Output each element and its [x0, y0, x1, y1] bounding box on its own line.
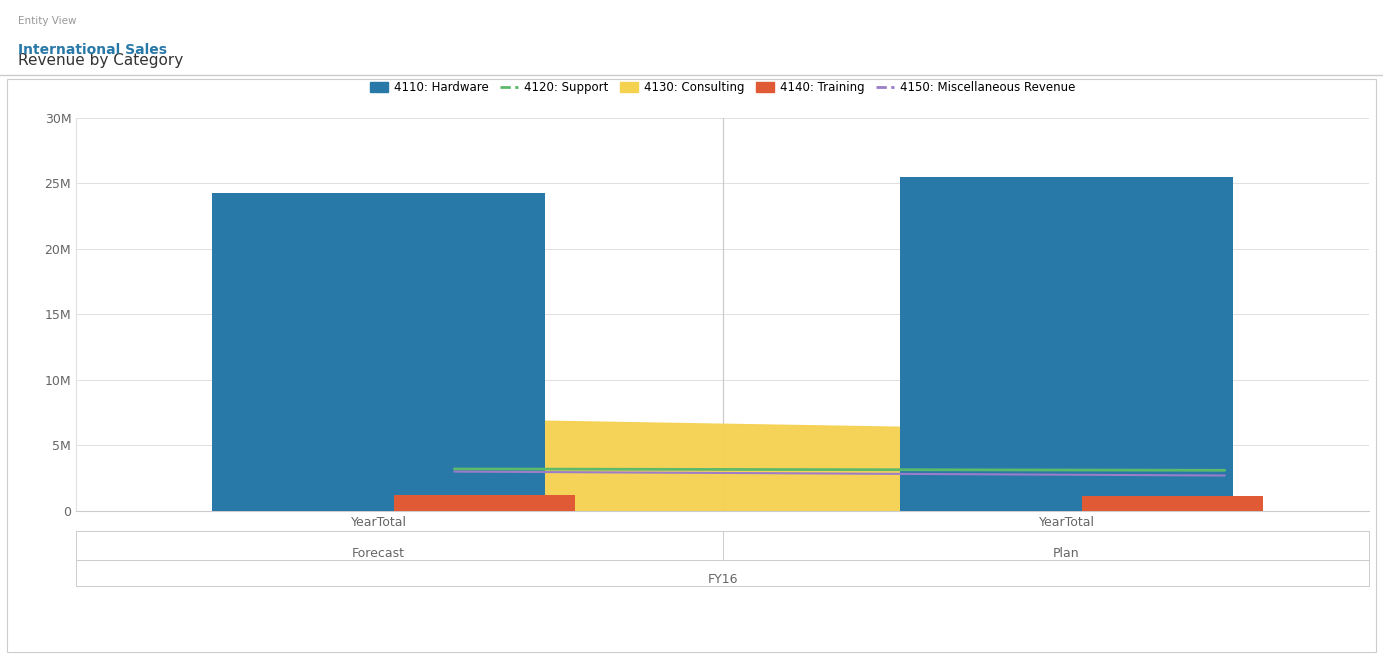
- Text: Forecast: Forecast: [353, 547, 405, 560]
- Bar: [394, 495, 575, 511]
- Bar: [1082, 496, 1263, 511]
- Text: Revenue by Category: Revenue by Category: [18, 53, 183, 68]
- Bar: [212, 193, 545, 511]
- Text: FY16: FY16: [707, 573, 739, 586]
- Bar: [900, 177, 1234, 511]
- Legend: 4110: Hardware, 4120: Support, 4130: Consulting, 4140: Training, 4150: Miscellan: 4110: Hardware, 4120: Support, 4130: Con…: [365, 77, 1080, 99]
- Text: Plan: Plan: [1054, 547, 1080, 560]
- Text: International Sales: International Sales: [18, 43, 167, 56]
- Text: Entity View: Entity View: [18, 16, 76, 26]
